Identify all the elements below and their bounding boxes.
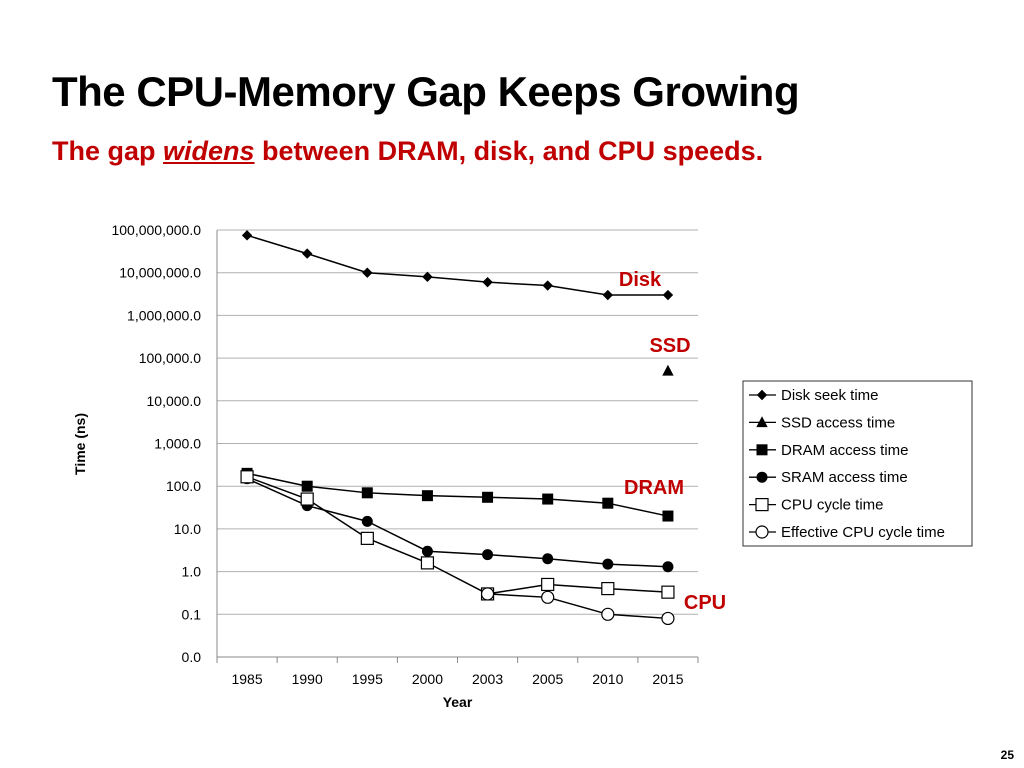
y-tick-label: 100,000,000.0 xyxy=(111,222,201,238)
y-axis-title: Time (ns) xyxy=(72,413,88,475)
data-point xyxy=(602,497,614,509)
legend-item: SSD access time xyxy=(749,414,895,431)
legend-marker xyxy=(756,389,768,401)
x-tick-label: 2000 xyxy=(412,671,443,687)
series-disk-seek-time xyxy=(241,230,674,301)
y-tick-label: 10,000.0 xyxy=(147,393,202,409)
slide-title: The CPU-Memory Gap Keeps Growing xyxy=(52,68,800,115)
data-point xyxy=(482,276,493,288)
subtitle-text-post: between DRAM, disk, and CPU speeds. xyxy=(254,136,764,166)
y-tick-label: 1,000.0 xyxy=(154,436,201,452)
data-point xyxy=(241,230,253,241)
data-point xyxy=(482,491,494,503)
data-point xyxy=(542,493,554,505)
y-tick-label: 100,000.0 xyxy=(139,350,201,366)
y-tick-label: 10,000,000.0 xyxy=(119,265,201,281)
data-point xyxy=(602,558,614,570)
annotation-cpu: CPU xyxy=(684,592,726,614)
data-point xyxy=(301,480,313,492)
x-tick-label: 1995 xyxy=(352,671,383,687)
legend: Disk seek time SSD access time DRAM access… xyxy=(742,380,973,547)
data-point xyxy=(601,607,615,621)
data-point xyxy=(541,590,555,604)
data-point xyxy=(421,490,433,502)
series-line xyxy=(246,234,668,296)
subtitle-text-pre: The gap xyxy=(52,136,164,166)
subtitle-emphasis: widens xyxy=(163,136,255,166)
legend-label: SSD access time xyxy=(781,414,895,431)
annotation-disk: Disk xyxy=(619,269,662,291)
series-dram-access-time xyxy=(241,467,674,522)
data-point xyxy=(662,510,674,522)
data-point xyxy=(301,248,313,259)
y-tick-label: 1.0 xyxy=(182,564,202,580)
legend-box xyxy=(742,380,973,547)
data-point xyxy=(362,267,373,278)
x-tick-label: 1985 xyxy=(231,671,262,687)
data-point xyxy=(541,577,555,592)
legend-marker xyxy=(755,525,769,539)
data-point xyxy=(542,280,553,291)
legend-item: Disk seek time xyxy=(749,387,879,404)
legend-item: Effective CPU cycle time xyxy=(749,524,945,541)
x-tick-label: 1990 xyxy=(292,671,323,687)
data-point xyxy=(542,553,554,565)
x-tick-label: 2005 xyxy=(532,671,563,687)
x-tick-label: 2010 xyxy=(592,671,623,687)
data-point xyxy=(662,364,674,376)
y-tick-label: 0.1 xyxy=(182,606,202,622)
data-point xyxy=(421,545,433,557)
legend-marker xyxy=(756,444,768,456)
legend-label: DRAM access time xyxy=(781,442,909,459)
data-point xyxy=(360,531,374,545)
page-number: 25 xyxy=(1000,748,1014,762)
series-cpu-cycle-time xyxy=(240,470,675,601)
series-line xyxy=(487,593,668,620)
series-line xyxy=(246,477,668,568)
series-ssd-access-time xyxy=(662,364,674,376)
series-effective-cpu-cycle-time xyxy=(480,587,675,626)
data-point xyxy=(240,470,254,484)
data-point xyxy=(482,549,494,561)
data-point xyxy=(480,587,495,601)
legend-item: SRAM access time xyxy=(749,469,908,486)
legend-label: Disk seek time xyxy=(781,387,879,404)
data-point xyxy=(661,611,675,626)
data-point xyxy=(601,581,615,596)
y-tick-label: 100.0 xyxy=(166,478,201,494)
data-point xyxy=(422,271,433,283)
data-point xyxy=(361,487,373,499)
legend-label: SRAM access time xyxy=(781,469,908,486)
y-tick-label: 1,000,000.0 xyxy=(127,307,201,323)
legend-label: Effective CPU cycle time xyxy=(781,524,945,541)
data-point xyxy=(361,515,373,527)
data-point xyxy=(300,492,314,506)
legend-marker xyxy=(756,416,768,428)
data-point xyxy=(420,556,435,570)
data-point xyxy=(602,289,614,301)
data-point xyxy=(662,289,674,301)
series-line xyxy=(246,472,669,517)
x-axis-title: Year xyxy=(443,694,473,710)
series-line xyxy=(246,476,668,595)
legend-marker xyxy=(756,471,768,483)
legend-label: CPU cycle time xyxy=(781,497,884,514)
data-point xyxy=(661,585,675,599)
slide-subtitle: The gap widens between DRAM, disk, and C… xyxy=(52,136,763,167)
y-tick-label: 0.0 xyxy=(182,649,202,665)
annotation-dram: DRAM xyxy=(624,477,684,499)
x-tick-label: 2003 xyxy=(472,671,503,687)
y-tick-label: 10.0 xyxy=(174,521,201,537)
x-tick-label: 2015 xyxy=(652,671,683,687)
legend-marker xyxy=(755,498,769,512)
legend-item: DRAM access time xyxy=(749,442,909,459)
annotation-ssd: SSD xyxy=(649,335,690,357)
data-point xyxy=(662,561,674,573)
legend-item: CPU cycle time xyxy=(749,497,884,514)
